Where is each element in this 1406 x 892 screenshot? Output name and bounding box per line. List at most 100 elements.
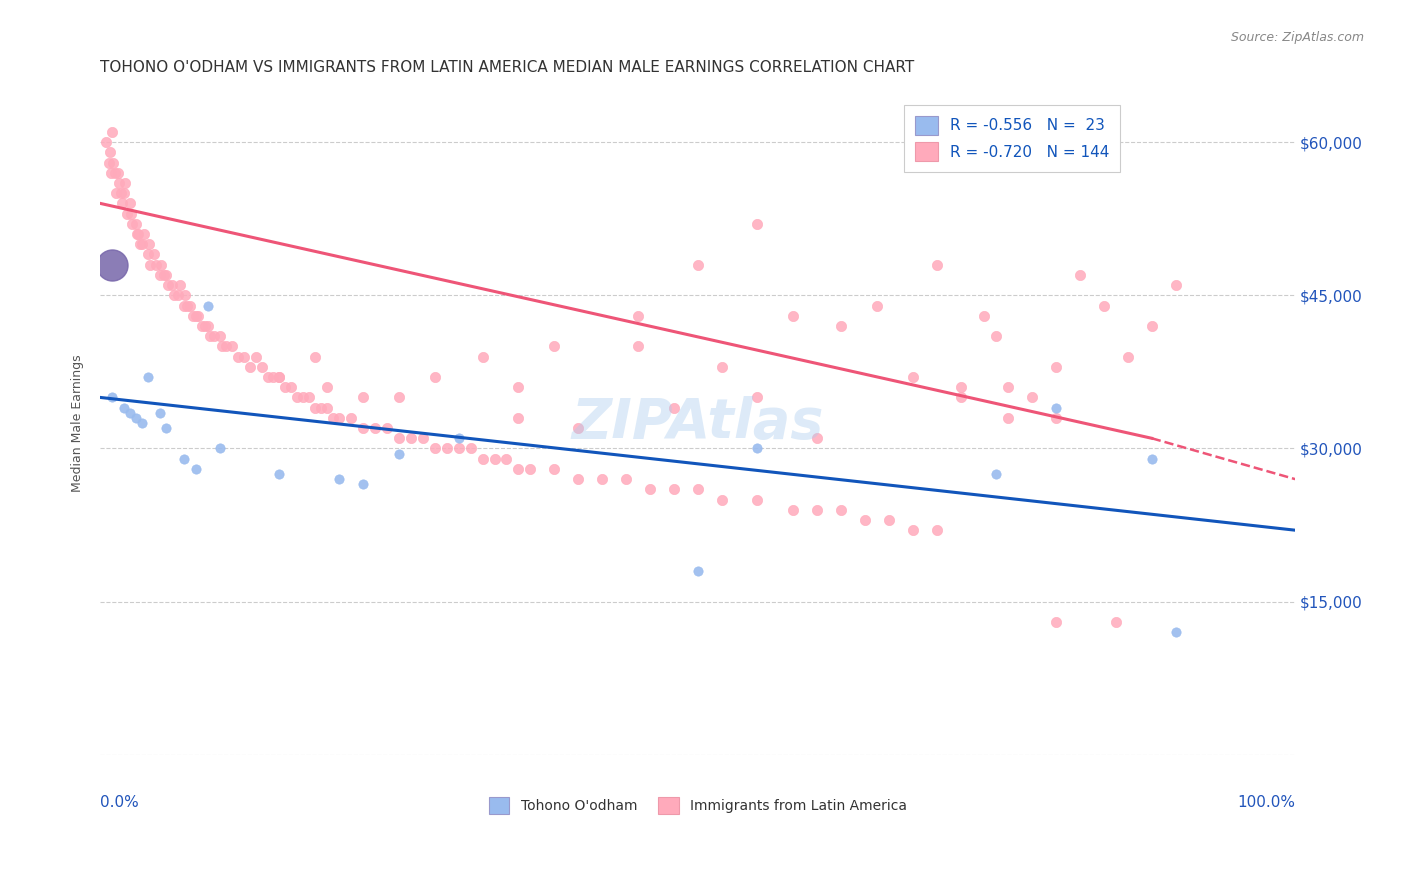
Point [184, 462, 207, 476]
Point [208, 442, 231, 456]
Point [1140, 318, 1163, 333]
Point [543, 462, 565, 476]
Point [627, 309, 650, 323]
Point [567, 421, 589, 435]
Point [508, 462, 530, 476]
Point [274, 380, 297, 394]
Point [183, 309, 205, 323]
Point [1105, 615, 1128, 629]
Point [239, 359, 262, 374]
Point [173, 299, 195, 313]
Point [662, 401, 685, 415]
Point [1164, 278, 1187, 293]
Point [187, 309, 209, 323]
Point [304, 401, 326, 415]
Point [508, 380, 530, 394]
Point [143, 247, 166, 261]
Point [211, 339, 233, 353]
Point [949, 380, 972, 394]
Point [447, 442, 470, 456]
Point [866, 299, 889, 313]
Point [120, 206, 142, 220]
Point [287, 391, 309, 405]
Point [131, 237, 153, 252]
Point [686, 258, 709, 272]
Point [460, 442, 482, 456]
Point [925, 258, 948, 272]
Point [111, 196, 134, 211]
Point [686, 483, 709, 497]
Point [167, 288, 190, 302]
Point [120, 406, 142, 420]
Legend: Tohono O'odham, Immigrants from Latin America: Tohono O'odham, Immigrants from Latin Am… [482, 790, 914, 821]
Point [316, 380, 339, 394]
Point [747, 492, 769, 507]
Point [484, 451, 506, 466]
Point [134, 227, 156, 241]
Point [364, 421, 387, 435]
Point [638, 483, 661, 497]
Y-axis label: Median Male Earnings: Median Male Earnings [72, 354, 84, 491]
Point [388, 447, 411, 461]
Point [160, 278, 183, 293]
Point [128, 237, 150, 252]
Point [104, 186, 127, 201]
Point [112, 186, 135, 201]
Point [328, 472, 350, 486]
Point [322, 410, 344, 425]
Point [198, 329, 221, 343]
Point [97, 155, 120, 169]
Point [174, 288, 197, 302]
Point [710, 359, 733, 374]
Point [149, 406, 172, 420]
Point [173, 451, 195, 466]
Point [155, 268, 177, 282]
Point [179, 299, 201, 313]
Point [221, 339, 243, 353]
Point [1045, 410, 1067, 425]
Point [986, 329, 1008, 343]
Point [280, 380, 302, 394]
Point [567, 472, 589, 486]
Point [121, 217, 143, 231]
Point [101, 258, 124, 272]
Point [269, 370, 291, 384]
Point [311, 401, 333, 415]
Point [1069, 268, 1091, 282]
Point [949, 391, 972, 405]
Text: 100.0%: 100.0% [1237, 795, 1295, 810]
Point [423, 442, 446, 456]
Point [127, 227, 149, 241]
Point [100, 166, 122, 180]
Point [614, 472, 637, 486]
Point [263, 370, 285, 384]
Point [830, 318, 852, 333]
Point [131, 416, 153, 430]
Point [169, 278, 191, 293]
Text: ZIPAtlas: ZIPAtlas [571, 396, 824, 450]
Point [710, 492, 733, 507]
Point [399, 431, 422, 445]
Point [316, 401, 339, 415]
Point [328, 410, 350, 425]
Point [103, 166, 125, 180]
Point [149, 268, 172, 282]
Point [447, 431, 470, 445]
Point [375, 421, 398, 435]
Point [519, 462, 541, 476]
Point [877, 513, 900, 527]
Point [298, 391, 321, 405]
Point [125, 217, 148, 231]
Point [138, 237, 160, 252]
Point [830, 502, 852, 516]
Point [925, 523, 948, 537]
Point [232, 350, 254, 364]
Point [388, 431, 411, 445]
Point [853, 513, 876, 527]
Text: 0.0%: 0.0% [100, 795, 139, 810]
Point [591, 472, 613, 486]
Point [973, 309, 995, 323]
Point [352, 391, 374, 405]
Point [202, 329, 225, 343]
Point [747, 391, 769, 405]
